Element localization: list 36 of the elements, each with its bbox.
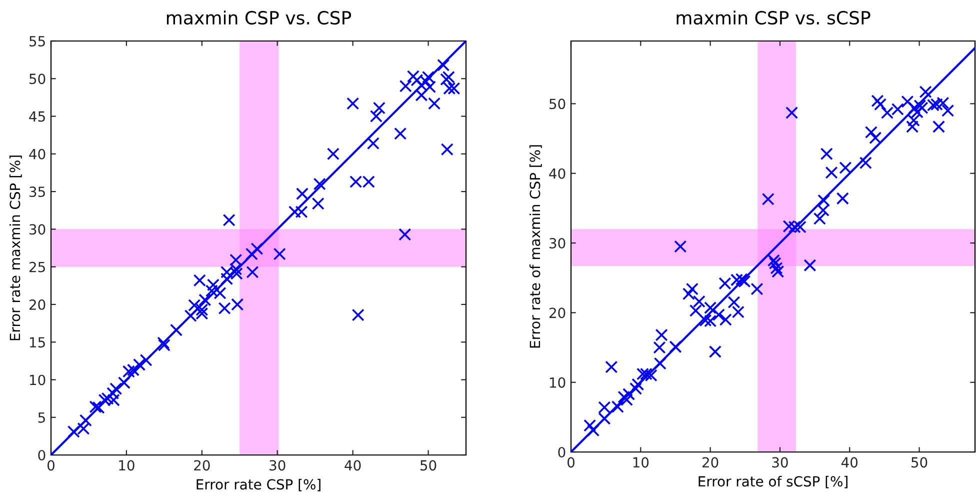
x-tick-label: 30 <box>270 460 286 471</box>
x-tick-label: 50 <box>420 460 436 471</box>
x-tick-label: 30 <box>772 457 788 468</box>
y-tick-label: 30 <box>30 224 46 235</box>
y-tick-label: 40 <box>549 168 566 179</box>
chart-title: maxmin CSP vs. sCSP <box>676 10 870 25</box>
x-tick-label: 50 <box>912 457 928 468</box>
y-tick-label: 50 <box>550 98 566 110</box>
y-tick-label: 50 <box>30 74 46 84</box>
y-tick-label: 10 <box>30 374 46 386</box>
x-tick-label: 10 <box>119 460 134 471</box>
y-tick-label: 15 <box>30 337 45 348</box>
y-axis-title: Error rate maxmin CSP [%] <box>9 156 22 340</box>
y-tick-label: 20 <box>29 299 46 310</box>
y-tick-label: 0 <box>38 450 46 460</box>
x-tick-label: 40 <box>344 460 361 471</box>
y-axis-title: Error rate of maxmin CSP [%] <box>529 145 542 348</box>
x-axis-title: Error rate of sCSP [%] <box>698 476 848 488</box>
y-tick-label: 30 <box>550 238 566 248</box>
x-tick-label: 20 <box>702 457 718 468</box>
x-tick-label: 0 <box>47 460 54 471</box>
x-tick-label: 40 <box>841 457 858 468</box>
y-tick-label: 5 <box>38 412 45 423</box>
y-tick-label: 25 <box>29 262 45 272</box>
x-tick-label: 10 <box>633 457 649 468</box>
y-tick-label: 35 <box>30 186 45 198</box>
chart-title: maxmin CSP vs. CSP <box>166 10 352 25</box>
y-tick-label: 20 <box>549 308 566 318</box>
x-axis-title: Error rate CSP [%] <box>196 478 320 492</box>
y-tick-label: 45 <box>29 111 45 122</box>
x-tick-label: 20 <box>194 460 210 471</box>
y-tick-label: 40 <box>29 148 46 160</box>
x-tick-label: 0 <box>567 457 574 468</box>
y-tick-label: 0 <box>558 446 566 458</box>
y-tick-label: 55 <box>30 36 45 46</box>
y-tick-label: 10 <box>550 377 566 388</box>
